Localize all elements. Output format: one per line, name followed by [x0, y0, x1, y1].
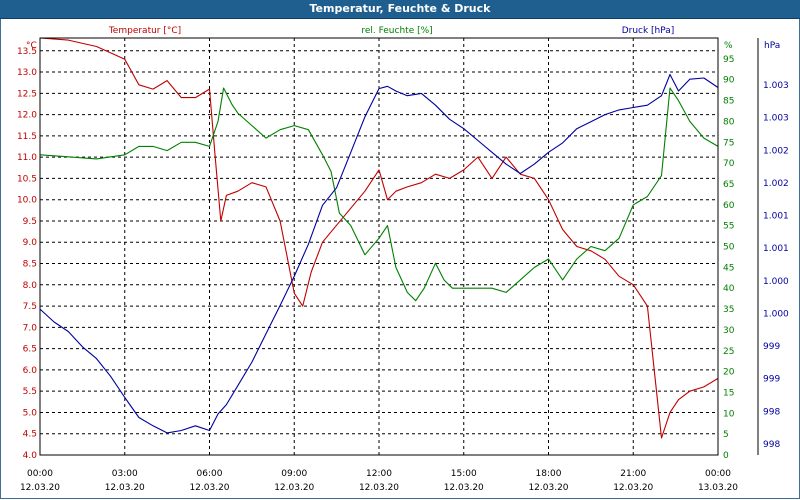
humidity-tick-label: 65 [723, 180, 734, 190]
temperature-tick-label: 5.0 [23, 408, 38, 418]
x-tick-time: 03:00 [112, 469, 138, 479]
humidity-tick-label: 95 [723, 55, 734, 65]
humidity-tick-label: 60 [723, 201, 735, 211]
temperature-tick-label: 9.0 [23, 238, 38, 248]
humidity-axis-unit: % [724, 41, 733, 51]
temperature-tick-label: 8.5 [23, 260, 37, 270]
x-tick-time: 21:00 [620, 469, 646, 479]
humidity-tick-label: 45 [723, 263, 734, 273]
temperature-tick-label: 12.0 [17, 111, 37, 121]
humidity-tick-label: 40 [723, 284, 735, 294]
x-tick-date: 12.03.20 [444, 483, 484, 493]
humidity-tick-label: 75 [723, 138, 734, 148]
pressure-axis-unit: hPa [764, 41, 780, 51]
humidity-tick-label: 5 [723, 430, 729, 440]
pressure-series-line [39, 73, 719, 434]
temperature-tick-label: 7.5 [23, 302, 37, 312]
x-tick-date: 12.03.20 [105, 483, 145, 493]
humidity-series-line [39, 87, 719, 302]
plot-border [39, 37, 719, 456]
humidity-tick-label: 90 [723, 76, 735, 86]
pressure-tick-label: 998 [763, 440, 780, 450]
humidity-tick-label: 80 [723, 117, 735, 127]
temperature-tick-label: 9.5 [23, 217, 37, 227]
humidity-tick-label: 70 [723, 159, 735, 169]
temperature-tick-label: 12.5 [17, 89, 37, 99]
temperature-tick-label: 8.0 [23, 281, 38, 291]
humidity-tick-label: 55 [723, 222, 734, 232]
x-tick-date: 12.03.20 [613, 483, 653, 493]
humidity-tick-label: 20 [723, 368, 735, 378]
humidity-tick-label: 50 [723, 243, 735, 253]
pressure-tick-label: 1.001 [763, 212, 789, 222]
series-name-label: rel. Feuchte [%] [361, 26, 432, 36]
pressure-tick-label: 1.002 [763, 179, 789, 189]
pressure-tick-label: 999 [763, 375, 780, 385]
x-tick-time: 06:00 [197, 469, 223, 479]
pressure-tick-label: 999 [763, 342, 780, 352]
humidity-tick-label: 30 [723, 326, 735, 336]
x-tick-time: 18:00 [536, 469, 562, 479]
temperature-tick-label: 7.0 [23, 323, 38, 333]
x-tick-date: 12.03.20 [189, 483, 229, 493]
temperature-tick-label: 11.5 [17, 132, 37, 142]
pressure-tick-label: 1.003 [763, 114, 789, 124]
x-tick-time: 00:00 [705, 469, 731, 479]
temperature-tick-label: 13.5 [17, 47, 37, 57]
humidity-tick-label: 15 [723, 388, 734, 398]
temperature-tick-label: 13.0 [17, 68, 37, 78]
humidity-tick-label: 35 [723, 305, 734, 315]
temperature-tick-label: 4.5 [23, 430, 37, 440]
chart-title: Temperatur, Feuchte & Druck [0, 0, 800, 19]
pressure-tick-label: 998 [763, 407, 780, 417]
humidity-tick-label: 0 [723, 451, 729, 461]
plot-area [39, 37, 719, 456]
humidity-tick-label: 10 [723, 409, 735, 419]
pressure-tick-label: 1.000 [763, 309, 789, 319]
pressure-tick-label: 1.002 [763, 146, 789, 156]
series-name-label: Druck [hPa] [622, 26, 675, 36]
x-tick-date: 13.03.20 [698, 483, 738, 493]
temperature-tick-label: 5.5 [23, 387, 37, 397]
x-tick-date: 12.03.20 [528, 483, 568, 493]
x-tick-time: 12:00 [366, 469, 392, 479]
x-tick-date: 12.03.20 [274, 483, 314, 493]
temperature-tick-label: 10.0 [17, 196, 37, 206]
pressure-tick-label: 1.001 [763, 244, 789, 254]
x-tick-date: 12.03.20 [20, 483, 60, 493]
series-name-label: Temperatur [°C] [108, 26, 181, 36]
temperature-axis-unit: °C [26, 41, 37, 51]
x-tick-date: 12.03.20 [359, 483, 399, 493]
x-tick-time: 00:00 [27, 469, 53, 479]
temperature-tick-label: 11.0 [17, 153, 37, 163]
temperature-series-line [39, 37, 719, 439]
temperature-tick-label: 6.5 [23, 345, 37, 355]
temperature-tick-label: 4.0 [23, 451, 38, 461]
x-tick-time: 15:00 [451, 469, 477, 479]
pressure-tick-label: 1.000 [763, 277, 789, 287]
temperature-tick-label: 10.5 [17, 174, 37, 184]
humidity-tick-label: 25 [723, 347, 734, 357]
temperature-tick-label: 6.0 [23, 366, 38, 376]
pressure-tick-label: 1.003 [763, 81, 789, 91]
humidity-tick-label: 85 [723, 97, 734, 107]
x-tick-time: 09:00 [281, 469, 307, 479]
